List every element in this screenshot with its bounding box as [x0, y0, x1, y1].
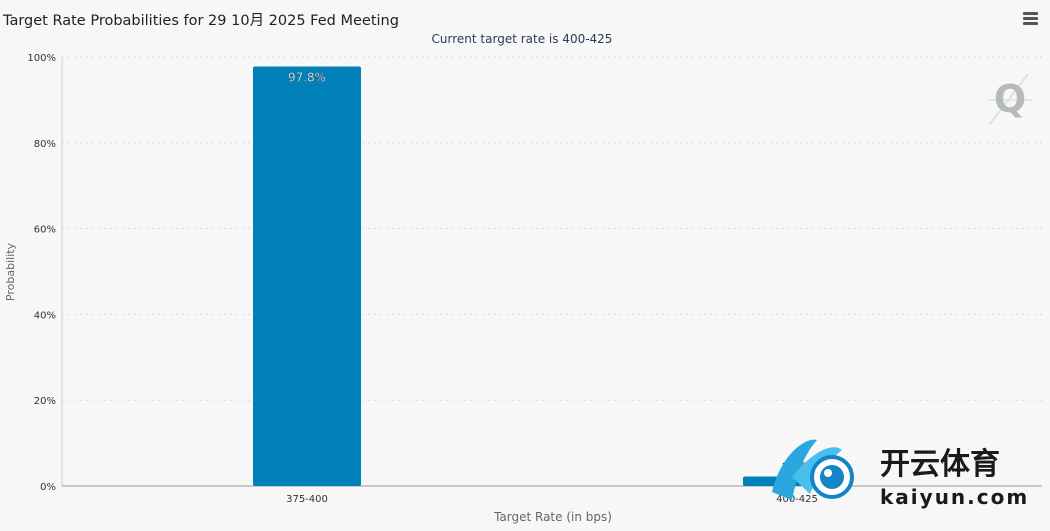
q-watermark-icon: Q	[988, 73, 1032, 125]
y-tick-label: 100%	[27, 53, 56, 64]
y-tick-label: 20%	[34, 396, 56, 407]
hamburger-menu-icon[interactable]	[1023, 12, 1038, 27]
y-tick-label: 60%	[34, 225, 56, 236]
y-tick-label: 80%	[34, 139, 56, 150]
kaiyun-logo-mark-icon: 开云体育 kaiyun.com	[772, 439, 1029, 509]
y-axis-label: Probability	[4, 242, 17, 301]
kaiyun-logo: 开云体育 kaiyun.com	[762, 432, 1042, 512]
x-tick-label: 375-400	[286, 494, 328, 505]
x-axis-label: Target Rate (in bps)	[493, 510, 612, 524]
chart-title: Target Rate Probabilities for 29 10月 202…	[3, 13, 399, 29]
svg-text:Q: Q	[994, 77, 1026, 121]
logo-text-en: kaiyun.com	[880, 485, 1029, 509]
y-tick-label: 40%	[34, 310, 56, 321]
logo-text-cn: 开云体育	[880, 447, 1000, 482]
chart-subtitle: Current target rate is 400-425	[432, 32, 613, 46]
bar-data-label: 97.8%	[288, 70, 326, 84]
bar-375-400	[253, 66, 361, 487]
x-tick-label: 400-425	[776, 494, 818, 505]
y-tick-label: 0%	[40, 482, 56, 493]
